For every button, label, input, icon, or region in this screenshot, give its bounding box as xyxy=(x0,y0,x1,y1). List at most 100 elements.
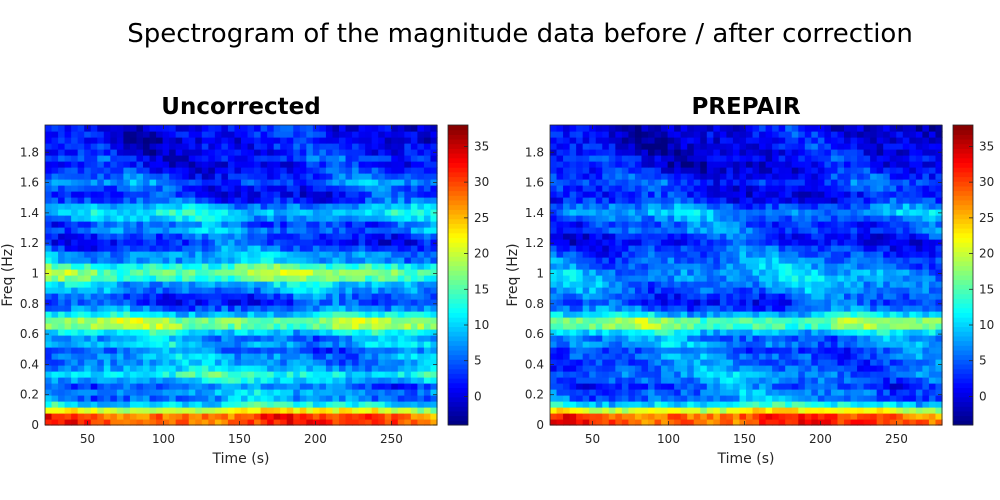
heatmap-cell xyxy=(844,353,852,360)
heatmap-cell xyxy=(550,335,558,342)
y-tick-label: 1.2 xyxy=(20,236,39,250)
heatmap-cell xyxy=(410,299,418,306)
heatmap-cell xyxy=(267,329,275,336)
heatmap-cell xyxy=(143,149,151,156)
heatmap-cell xyxy=(123,257,131,264)
heatmap-cell xyxy=(824,377,832,384)
heatmap-cell xyxy=(51,329,59,336)
heatmap-cell xyxy=(77,161,85,168)
heatmap-cell xyxy=(889,353,897,360)
heatmap-cell xyxy=(293,197,301,204)
heatmap-cell xyxy=(45,143,53,150)
heatmap-cell xyxy=(719,347,727,354)
heatmap-cell xyxy=(214,185,222,192)
heatmap-cell xyxy=(208,131,216,138)
heatmap-cell xyxy=(116,341,124,348)
heatmap-cell xyxy=(628,329,636,336)
heatmap-cell xyxy=(143,341,151,348)
heatmap-cell xyxy=(417,155,425,162)
heatmap-cell xyxy=(169,221,177,228)
heatmap-cell xyxy=(778,353,786,360)
heatmap-cell xyxy=(602,257,610,264)
heatmap-cell xyxy=(397,155,405,162)
heatmap-cell xyxy=(615,365,623,372)
heatmap-cell xyxy=(267,197,275,204)
heatmap-cell xyxy=(339,125,347,132)
heatmap-cell xyxy=(863,293,871,300)
heatmap-cell xyxy=(830,371,839,378)
heatmap-cell xyxy=(234,251,242,258)
heatmap-cell xyxy=(896,419,904,426)
heatmap-cell xyxy=(77,353,85,360)
heatmap-cell xyxy=(286,155,294,162)
heatmap-cell xyxy=(772,287,780,294)
heatmap-cell xyxy=(214,251,222,258)
heatmap-cell xyxy=(241,155,249,162)
heatmap-cell xyxy=(58,419,66,426)
heatmap-cell xyxy=(410,149,418,156)
heatmap-cell xyxy=(97,209,105,216)
heatmap-cell xyxy=(325,359,334,366)
heatmap-cell xyxy=(175,377,183,384)
heatmap-cell xyxy=(726,311,734,318)
heatmap-cell xyxy=(569,359,577,366)
heatmap-cell xyxy=(123,371,131,378)
heatmap-cell xyxy=(589,311,597,318)
heatmap-cell xyxy=(798,377,806,384)
heatmap-cell xyxy=(260,341,268,348)
heatmap-cell xyxy=(896,293,904,300)
heatmap-cell xyxy=(765,257,773,264)
heatmap-cell xyxy=(143,161,151,168)
heatmap-cell xyxy=(175,329,183,336)
heatmap-cell xyxy=(824,245,832,252)
heatmap-cell xyxy=(175,143,183,150)
heatmap-cell xyxy=(293,377,301,384)
heatmap-cell xyxy=(325,257,334,264)
heatmap-cell xyxy=(404,137,412,144)
heatmap-cell xyxy=(339,377,347,384)
heatmap-cell xyxy=(45,215,53,222)
heatmap-cell xyxy=(837,407,845,414)
heatmap-cell xyxy=(378,407,386,414)
heatmap-cell xyxy=(182,239,190,246)
heatmap-cell xyxy=(260,269,268,276)
colorbar-tick-label: 30 xyxy=(474,175,489,189)
heatmap-cell xyxy=(188,197,196,204)
heatmap-cell xyxy=(123,179,131,186)
heatmap-cell xyxy=(84,305,92,312)
heatmap-cell xyxy=(641,383,649,390)
heatmap-cell xyxy=(234,257,242,264)
heatmap-cell xyxy=(77,389,85,396)
heatmap-cell xyxy=(293,317,301,324)
heatmap-cell xyxy=(628,353,636,360)
heatmap-cell xyxy=(778,275,786,282)
heatmap-cell xyxy=(162,299,170,306)
heatmap-cell xyxy=(227,311,236,318)
heatmap-cell xyxy=(149,323,157,330)
heatmap-cell xyxy=(397,359,405,366)
heatmap-cell xyxy=(227,239,236,246)
heatmap-cell xyxy=(371,299,379,306)
heatmap-cell xyxy=(922,347,930,354)
heatmap-cell xyxy=(110,317,118,324)
heatmap-cell xyxy=(188,293,196,300)
heatmap-cell xyxy=(77,299,85,306)
heatmap-cell xyxy=(746,299,754,306)
heatmap-cell xyxy=(889,293,897,300)
heatmap-cell xyxy=(299,413,307,420)
heatmap-cell xyxy=(798,401,806,408)
heatmap-cell xyxy=(195,197,203,204)
heatmap-cell xyxy=(563,323,571,330)
heatmap-cell xyxy=(90,413,98,420)
heatmap-cell xyxy=(417,395,425,402)
heatmap-cell xyxy=(746,383,754,390)
heatmap-cell xyxy=(589,359,597,366)
heatmap-cell xyxy=(325,251,334,258)
heatmap-cell xyxy=(195,185,203,192)
heatmap-cell xyxy=(700,347,708,354)
heatmap-cell xyxy=(312,245,320,252)
heatmap-cell xyxy=(136,317,144,324)
heatmap-cell xyxy=(391,287,399,294)
heatmap-cell xyxy=(608,239,616,246)
heatmap-cell xyxy=(378,167,386,174)
